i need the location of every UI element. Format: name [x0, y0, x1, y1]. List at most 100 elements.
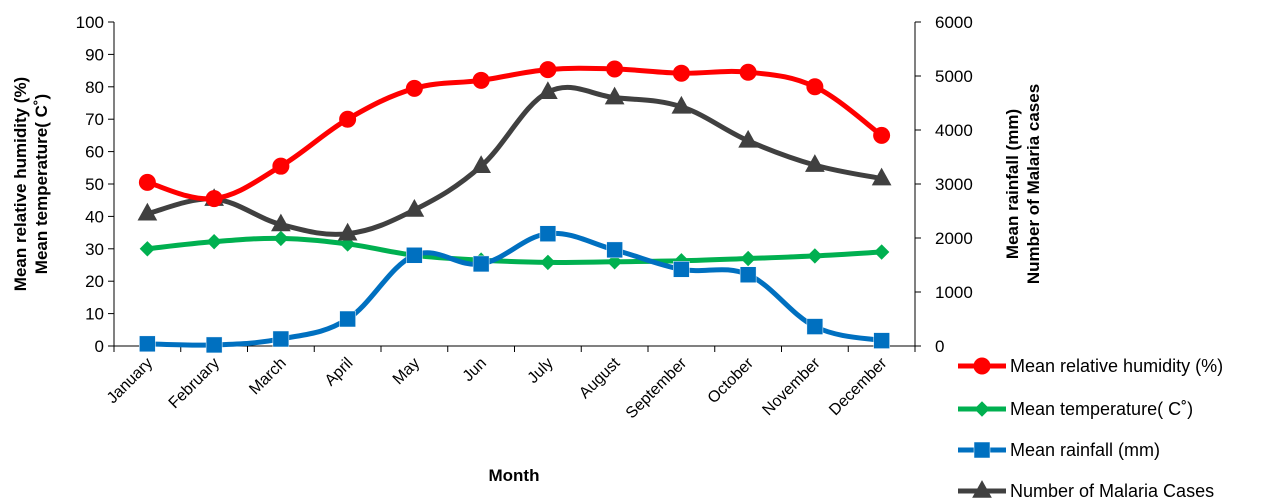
- data-point: [806, 318, 824, 335]
- left-y-ticks: 0 10 20 30 40 50 60 70 80 90 100: [76, 13, 114, 356]
- data-point: [538, 81, 558, 99]
- x-category-label: April: [322, 355, 357, 390]
- left-tick-label: 60: [85, 143, 104, 162]
- left-tick-label: 80: [85, 78, 104, 97]
- x-category-label: December: [826, 354, 891, 419]
- left-tick-label: 10: [85, 305, 104, 324]
- series-layer: [137, 60, 892, 354]
- data-point: [671, 95, 692, 114]
- x-category-label: Jun: [460, 355, 490, 385]
- legend-marker: [973, 441, 991, 459]
- left-tick-label: 0: [95, 337, 104, 356]
- legend-marker: [973, 357, 991, 375]
- right-y-axis-title-line-2: Number of Malaria cases: [1024, 84, 1043, 284]
- data-point: [606, 60, 624, 78]
- data-point: [137, 202, 158, 221]
- data-point: [271, 213, 291, 232]
- right-tick-label: 1000: [935, 283, 973, 302]
- data-point: [273, 230, 289, 247]
- data-point: [873, 332, 890, 349]
- right-tick-label: 2000: [935, 229, 973, 248]
- data-point: [807, 248, 823, 264]
- series-triangle-group: [137, 81, 892, 241]
- data-point: [272, 157, 290, 175]
- left-y-axis-title-line-1: Mean relative humidity (%): [11, 77, 30, 291]
- right-tick-label: 5000: [935, 67, 973, 86]
- left-tick-label: 30: [85, 240, 104, 259]
- x-ticks: January February March April May Jun July Augus…: [104, 346, 916, 422]
- data-point: [339, 110, 357, 128]
- x-category-label: July: [525, 355, 557, 387]
- right-y-axis-title-line-1: Mean rainfall (mm): [1003, 109, 1022, 259]
- left-tick-label: 90: [85, 45, 104, 64]
- data-point: [739, 63, 757, 81]
- data-point: [472, 255, 490, 273]
- x-category-label: August: [576, 354, 624, 402]
- legend-label: Number of Malaria Cases: [1010, 481, 1214, 500]
- series-line: [144, 65, 885, 202]
- data-point: [406, 247, 423, 264]
- data-point: [740, 250, 756, 267]
- left-tick-label: 100: [76, 13, 104, 32]
- data-point: [139, 335, 156, 353]
- data-point: [604, 86, 625, 105]
- legend-item: Mean relative humidity (%): [958, 356, 1223, 376]
- legend: Mean relative humidity (%) Mean temperatu…: [958, 356, 1223, 500]
- data-point: [871, 167, 892, 186]
- data-point: [738, 129, 758, 148]
- right-y-axis-title: Mean rainfall (mm) Number of Malaria cas…: [1003, 84, 1043, 284]
- data-point: [539, 61, 557, 79]
- data-point: [472, 71, 490, 89]
- data-point: [205, 336, 223, 354]
- legend-label: Mean temperature( C˚): [1010, 399, 1193, 419]
- left-tick-label: 20: [85, 272, 104, 291]
- data-point: [404, 198, 425, 217]
- data-point: [606, 241, 623, 259]
- series-circle-group: [138, 60, 891, 208]
- data-point: [806, 78, 824, 96]
- data-point: [272, 330, 290, 348]
- right-tick-label: 4000: [935, 121, 973, 140]
- right-tick-label: 0: [935, 337, 944, 356]
- data-point: [606, 254, 623, 270]
- legend-label: Mean relative humidity (%): [1010, 356, 1223, 376]
- data-point: [205, 190, 223, 208]
- left-tick-label: 50: [85, 175, 104, 194]
- legend-marker: [974, 401, 990, 417]
- legend-item: Mean temperature( C˚): [958, 399, 1193, 419]
- series-square-group: [139, 225, 890, 354]
- x-category-label: March: [246, 355, 289, 398]
- x-category-label: November: [759, 354, 824, 419]
- data-point: [873, 126, 891, 144]
- series-line: [144, 85, 885, 237]
- left-y-axis-title: Mean relative humidity (%) Mean temperat…: [11, 77, 51, 291]
- left-y-axis-title-line-2: Mean temperature( C˚): [32, 94, 51, 274]
- right-y-ticks: 0 1000 2000 3000 4000 5000 6000: [915, 13, 973, 356]
- data-point: [405, 79, 423, 97]
- data-point: [540, 254, 556, 271]
- data-point: [805, 154, 825, 172]
- right-tick-label: 3000: [935, 175, 973, 194]
- data-point: [471, 155, 491, 173]
- data-point: [673, 261, 690, 278]
- series-line: [144, 230, 885, 348]
- data-point: [339, 310, 356, 328]
- left-tick-label: 70: [85, 110, 104, 129]
- data-point: [739, 266, 757, 283]
- left-tick-label: 40: [85, 207, 104, 226]
- right-tick-label: 6000: [935, 13, 973, 32]
- legend-item: Mean rainfall (mm): [958, 440, 1160, 460]
- x-category-label: January: [104, 355, 156, 407]
- legend-item: Number of Malaria Cases: [958, 480, 1214, 500]
- data-point: [873, 244, 890, 260]
- data-point: [539, 225, 557, 242]
- x-category-label: October: [705, 354, 758, 407]
- x-category-label: February: [166, 355, 223, 412]
- data-point: [206, 233, 222, 250]
- data-point: [337, 222, 358, 241]
- data-point: [672, 64, 690, 82]
- legend-label: Mean rainfall (mm): [1010, 440, 1160, 460]
- x-category-label: May: [390, 355, 423, 388]
- data-point: [138, 173, 156, 191]
